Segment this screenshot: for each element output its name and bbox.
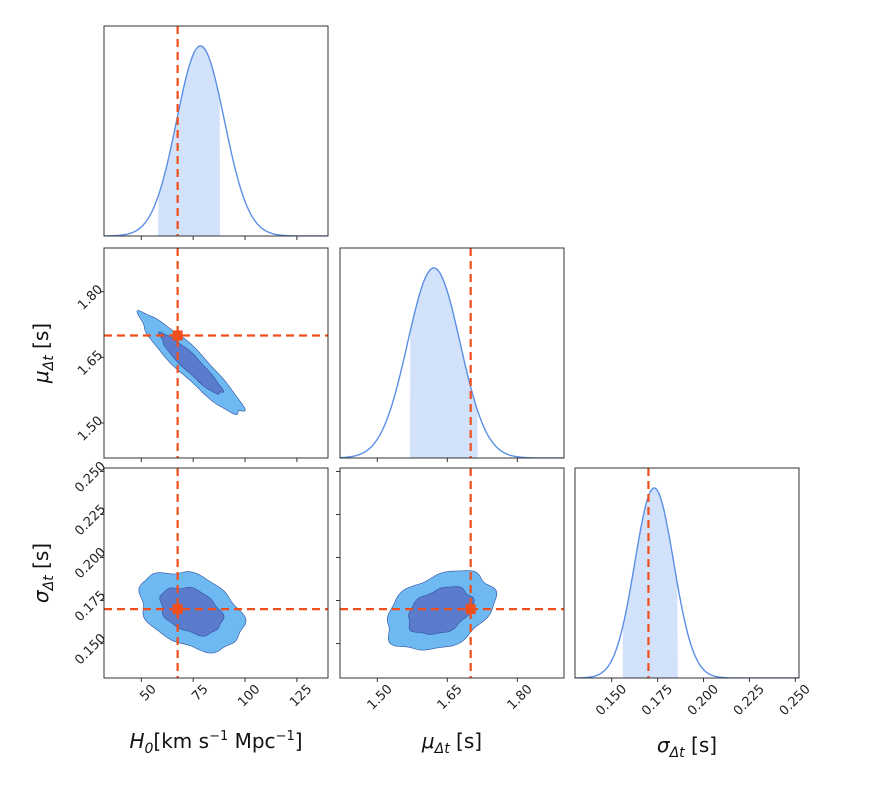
axis-label-part: [s]: [685, 733, 717, 757]
joint-panel-H0-mu_dt: [104, 248, 328, 458]
credible-interval-sigma_dt: [622, 488, 678, 678]
axis-label-part: [s]: [29, 543, 53, 575]
axis-label-part: μ: [421, 729, 435, 753]
x-tick-label-mu_dt: 1.50: [365, 682, 396, 713]
axis-label-part: [s]: [450, 729, 482, 753]
axis-label-part: [s]: [29, 323, 53, 355]
x-axis-label-mu: μΔt [s]: [421, 729, 482, 757]
credible-interval-mu_dt: [410, 268, 478, 458]
contour-inner-H0-mu_dt: [158, 331, 224, 395]
x-axis-label-sigma: σΔt [s]: [657, 733, 717, 761]
x-tick-label-sigma_dt: 0.175: [639, 682, 676, 719]
truth-marker-mu_dt-sigma_dt: [465, 604, 476, 615]
x-tick-label-mu_dt: 1.65: [435, 682, 466, 713]
axis-label-part: 0: [145, 741, 154, 757]
x-tick-label-H0: 75: [189, 682, 211, 704]
contour-inner-mu_dt-sigma_dt: [408, 586, 475, 635]
axis-label-part: Δt: [41, 355, 57, 372]
x-tick-label-sigma_dt: 0.250: [777, 682, 814, 719]
axis-label-part: ]: [295, 729, 303, 753]
axis-label-part: −1: [276, 729, 295, 744]
y-axis-label-mu: μΔt [s]: [29, 323, 57, 384]
x-axis-label-h0: H0[km s−1 Mpc−1]: [129, 729, 302, 757]
x-tick-label-sigma_dt: 0.200: [685, 682, 722, 719]
contour-inner-H0-sigma_dt: [159, 586, 225, 637]
axis-label-part: μ: [29, 370, 53, 384]
axis-label-part: Δt: [41, 575, 57, 592]
panel-frame-mu_dt-sigma_dt: [339, 467, 565, 679]
truth-marker-H0-mu_dt: [172, 330, 183, 341]
joint-panel-H0-sigma_dt: [104, 468, 328, 678]
y-axis-label-sigma: σΔt [s]: [29, 543, 57, 603]
x-tick-label-mu_dt: 1.80: [505, 682, 536, 713]
credible-interval-H0: [157, 46, 221, 236]
panel-frame-H0-sigma_dt: [103, 467, 329, 679]
marginal-panel-mu_dt: [340, 248, 564, 458]
x-tick-label-H0: 125: [287, 682, 315, 710]
joint-panel-mu_dt-sigma_dt: [340, 468, 564, 678]
axis-label-part: H: [129, 729, 144, 753]
y-tick-label-mu_dt: 1.80: [75, 282, 106, 313]
y-tick-label-mu_dt: 1.65: [75, 348, 106, 379]
axis-label-part: Δt: [669, 745, 686, 761]
x-tick-label-sigma_dt: 0.225: [731, 682, 768, 719]
axis-label-part: σ: [657, 733, 671, 757]
posterior-curve-sigma_dt: [575, 487, 799, 678]
panel-frame-mu_dt: [339, 247, 565, 459]
axis-label-part: Δt: [434, 741, 451, 757]
axis-label-part: −1: [209, 729, 228, 744]
x-tick-label-sigma_dt: 0.150: [593, 682, 630, 719]
marginal-panel-H0: [104, 26, 328, 236]
y-tick-label-mu_dt: 1.50: [75, 413, 106, 444]
axis-label-part: σ: [29, 589, 53, 603]
panel-frame-H0-mu_dt: [103, 247, 329, 459]
x-tick-label-H0: 100: [235, 682, 263, 710]
marginal-panel-sigma_dt: [575, 468, 799, 678]
axis-label-part: [km s: [153, 729, 209, 753]
truth-marker-H0-sigma_dt: [172, 604, 183, 615]
panel-frame-H0: [103, 25, 329, 237]
x-tick-label-H0: 50: [137, 682, 159, 704]
axis-label-part: Mpc: [228, 729, 275, 753]
panel-frame-sigma_dt: [574, 467, 800, 679]
